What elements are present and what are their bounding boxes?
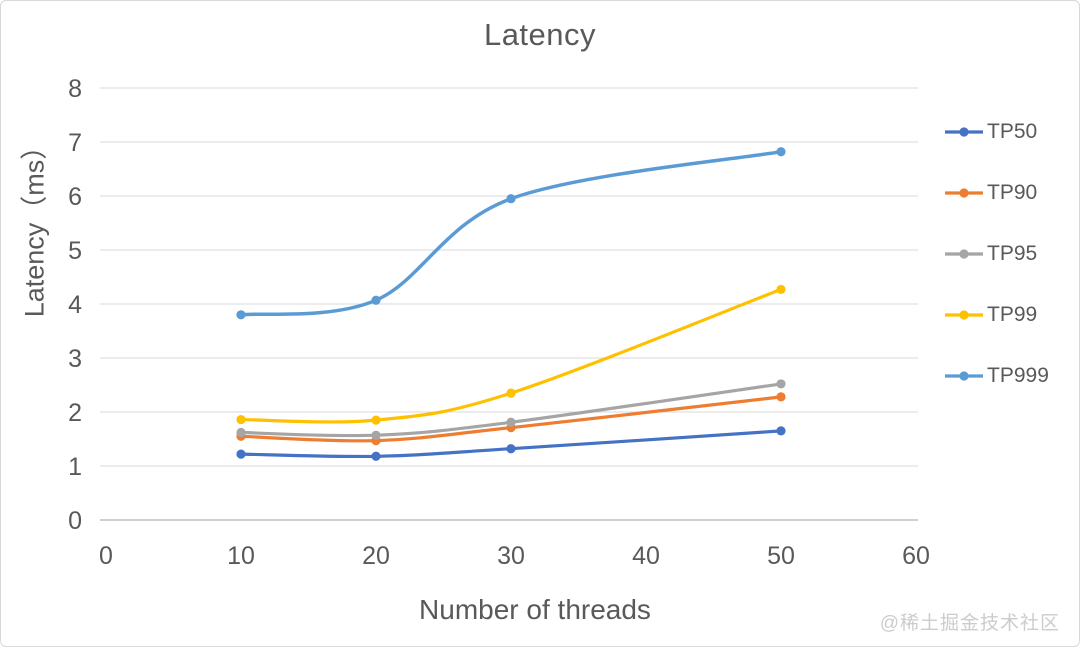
data-point-TP999 xyxy=(236,310,246,320)
x-tick-label: 0 xyxy=(99,542,113,570)
legend-item-TP99: TP99 xyxy=(944,301,1049,329)
y-tick-label: 6 xyxy=(68,183,82,211)
data-point-TP99 xyxy=(776,284,786,295)
data-point-TP95 xyxy=(506,417,516,427)
x-tick-label: 50 xyxy=(767,542,795,570)
data-point-TP50 xyxy=(776,426,786,436)
data-point-TP50 xyxy=(236,449,246,459)
legend-label: TP95 xyxy=(987,242,1038,265)
y-tick-label: 3 xyxy=(68,345,82,373)
legend-label: TP90 xyxy=(987,181,1038,204)
legend-item-TP90: TP90 xyxy=(944,179,1049,207)
legend: TP50 TP90 TP95 TP99 TP999 xyxy=(944,118,1049,390)
data-point-TP95 xyxy=(236,427,246,438)
legend-item-TP50: TP50 xyxy=(944,118,1049,146)
y-tick-label: 4 xyxy=(68,291,82,319)
data-point-TP50 xyxy=(506,444,516,454)
x-tick-label: 40 xyxy=(632,542,660,570)
data-point-TP95 xyxy=(776,379,786,389)
y-tick-label: 7 xyxy=(68,129,82,157)
series-line-TP999 xyxy=(239,149,783,317)
data-point-TP50 xyxy=(371,451,381,461)
series-line-TP95 xyxy=(239,382,783,438)
y-tick-label: 5 xyxy=(68,237,82,265)
legend-marker-icon xyxy=(945,310,983,320)
series-line-TP50 xyxy=(239,429,783,459)
data-point-TP99 xyxy=(236,414,246,425)
legend-marker-icon xyxy=(945,371,983,381)
series-line-TP90 xyxy=(239,395,783,443)
legend-marker-icon xyxy=(945,249,983,259)
y-tick-label: 2 xyxy=(68,399,82,427)
legend-label: TP999 xyxy=(987,364,1049,387)
legend-label: TP50 xyxy=(987,120,1038,143)
data-point-TP999 xyxy=(776,147,786,157)
x-tick-label: 10 xyxy=(227,542,255,570)
legend-item-TP95: TP95 xyxy=(944,240,1049,268)
x-axis-title: Number of threads xyxy=(419,594,651,625)
y-tick-label: 0 xyxy=(68,507,82,535)
data-point-TP99 xyxy=(506,388,516,398)
data-point-TP99 xyxy=(371,415,381,425)
legend-marker-icon xyxy=(945,127,983,137)
x-tick-label: 20 xyxy=(362,542,390,570)
data-point-TP999 xyxy=(506,194,516,204)
chart-title: Latency xyxy=(483,17,597,52)
y-tick-label: 1 xyxy=(68,453,82,481)
x-tick-label: 30 xyxy=(497,542,525,570)
legend-label: TP99 xyxy=(987,303,1038,326)
legend-marker-icon xyxy=(945,188,983,198)
watermark: @稀土掘金技术社区 xyxy=(879,613,1060,634)
y-axis-title: Latency（ms） xyxy=(19,132,50,318)
data-point-TP999 xyxy=(371,295,381,305)
y-tick-label: 8 xyxy=(68,75,82,103)
data-point-TP95 xyxy=(371,430,381,440)
x-tick-label: 60 xyxy=(902,542,930,570)
data-point-TP90 xyxy=(776,392,786,402)
legend-item-TP999: TP999 xyxy=(944,362,1049,390)
series-line-TP99 xyxy=(239,287,783,424)
